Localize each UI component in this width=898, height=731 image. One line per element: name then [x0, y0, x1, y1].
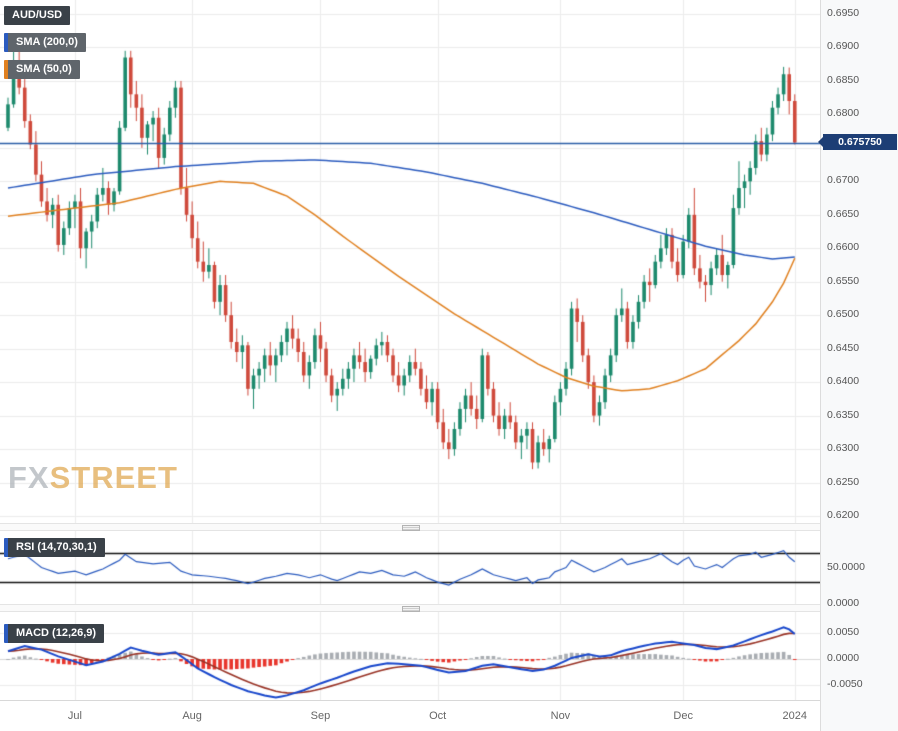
fxstreet-watermark: FXSTREET: [8, 460, 178, 496]
price-axis-tick: 0.6450: [827, 341, 860, 354]
price-axis-tick: 0.6550: [827, 274, 860, 287]
price-axis-tick: 0.6850: [827, 73, 860, 86]
price-axis-tick: 0.6400: [827, 375, 860, 388]
watermark-fx-text: FX: [8, 460, 50, 495]
panel-resize-handle-icon[interactable]: [402, 606, 420, 612]
price-axis-tick: 0.6800: [827, 107, 860, 120]
price-axis-tick: 0.6600: [827, 241, 860, 254]
symbol-badge[interactable]: AUD/USD: [4, 6, 71, 25]
rsi-panel: RSI (14,70,30,1): [0, 531, 820, 604]
price-axis-tick: 0.6650: [827, 207, 860, 220]
price-axis-tick: 0.6950: [827, 7, 860, 19]
time-axis-label: Nov: [550, 710, 571, 722]
price-axis-tick: 0.6300: [827, 442, 860, 455]
current-price-badge: 0.675750: [818, 133, 897, 150]
watermark-street-text: STREET: [49, 460, 178, 495]
time-axis-label: Dec: [673, 710, 693, 722]
rsi-indicator-badge[interactable]: RSI (14,70,30,1): [4, 538, 105, 557]
macd-axis-tick: -0.0050: [827, 678, 863, 690]
time-axis-label: Oct: [429, 710, 447, 722]
price-axis-tick: 0.6250: [827, 475, 860, 488]
price-axis-tick: 0.6500: [827, 308, 860, 321]
price-axis[interactable]: 0.675750 0.69500.69000.68500.68000.67500…: [818, 0, 898, 731]
time-axis-label: Jul: [67, 710, 82, 722]
macd-axis-tick: 0.0050: [827, 626, 860, 638]
rsi-chart-canvas[interactable]: [0, 531, 820, 604]
time-axis-label: Aug: [182, 710, 202, 722]
price-axis-tick: 0.6900: [827, 40, 860, 53]
panel-separator: [0, 604, 820, 612]
main-price-panel: AUD/USD SMA (200,0) SMA (50,0) FXSTREET: [0, 0, 820, 523]
price-axis-tick: 0.6700: [827, 174, 860, 187]
time-axis[interactable]: Jul Aug Sep Oct Nov Dec 2024: [0, 700, 820, 731]
sma200-indicator-badge[interactable]: SMA (200,0): [4, 33, 86, 52]
time-axis-label: 2024: [782, 710, 808, 722]
panel-separator: [0, 523, 820, 531]
macd-indicator-badge[interactable]: MACD (12,26,9): [4, 624, 105, 643]
macd-panel: MACD (12,26,9): [0, 612, 820, 700]
macd-axis-tick: 0.0000: [827, 652, 860, 664]
main-chart-canvas[interactable]: [0, 0, 820, 523]
macd-chart-canvas[interactable]: [0, 612, 820, 700]
rsi-axis-tick: 0.0000: [827, 597, 860, 609]
panel-resize-handle-icon[interactable]: [402, 525, 420, 531]
time-axis-label: Sep: [310, 710, 331, 722]
price-axis-tick: 0.6350: [827, 408, 860, 421]
price-axis-tick: 0.6200: [827, 509, 860, 521]
sma50-indicator-badge[interactable]: SMA (50,0): [4, 60, 80, 79]
rsi-axis-tick: 50.0000: [827, 560, 865, 573]
